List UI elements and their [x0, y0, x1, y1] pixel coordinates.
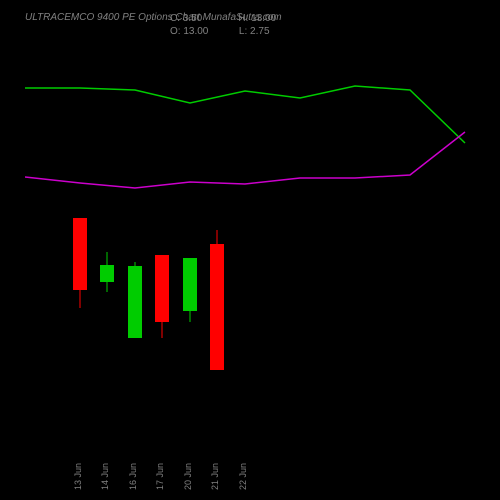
low-value: L: 2.75 — [239, 26, 270, 37]
x-tick-label: 14 Jun — [100, 463, 110, 490]
candle-body — [155, 255, 169, 322]
chart-svg — [25, 40, 475, 420]
x-tick-label: 21 Jun — [210, 463, 220, 490]
lower-band-line — [25, 132, 465, 188]
x-tick-label: 22 Jun — [238, 463, 248, 490]
x-tick-label: 16 Jun — [128, 463, 138, 490]
candle-body — [73, 218, 87, 290]
x-tick-label: 13 Jun — [73, 463, 83, 490]
chart-plot-area — [25, 40, 475, 420]
open-value: O: 13.00 — [170, 26, 208, 37]
candle-body — [210, 244, 224, 370]
candle-body — [128, 266, 142, 338]
x-tick-label: 20 Jun — [183, 463, 193, 490]
x-axis-labels: 13 Jun 14 Jun 16 Jun 17 Jun 20 Jun 21 Jun 22 J… — [25, 430, 475, 490]
upper-band-line — [25, 86, 465, 143]
x-tick-label: 17 Jun — [155, 463, 165, 490]
candle-body — [183, 258, 197, 311]
close-value: C: 3.50 — [170, 13, 202, 24]
high-value: H: 13.00 — [238, 13, 276, 24]
ohlc-readout: C: 3.50 H: 13.00 O: 13.00 L: 2.75 — [170, 12, 276, 38]
candle-body — [100, 265, 114, 282]
chart-container: { "title": "ULTRACEMCO 9400 PE Options C… — [0, 0, 500, 500]
